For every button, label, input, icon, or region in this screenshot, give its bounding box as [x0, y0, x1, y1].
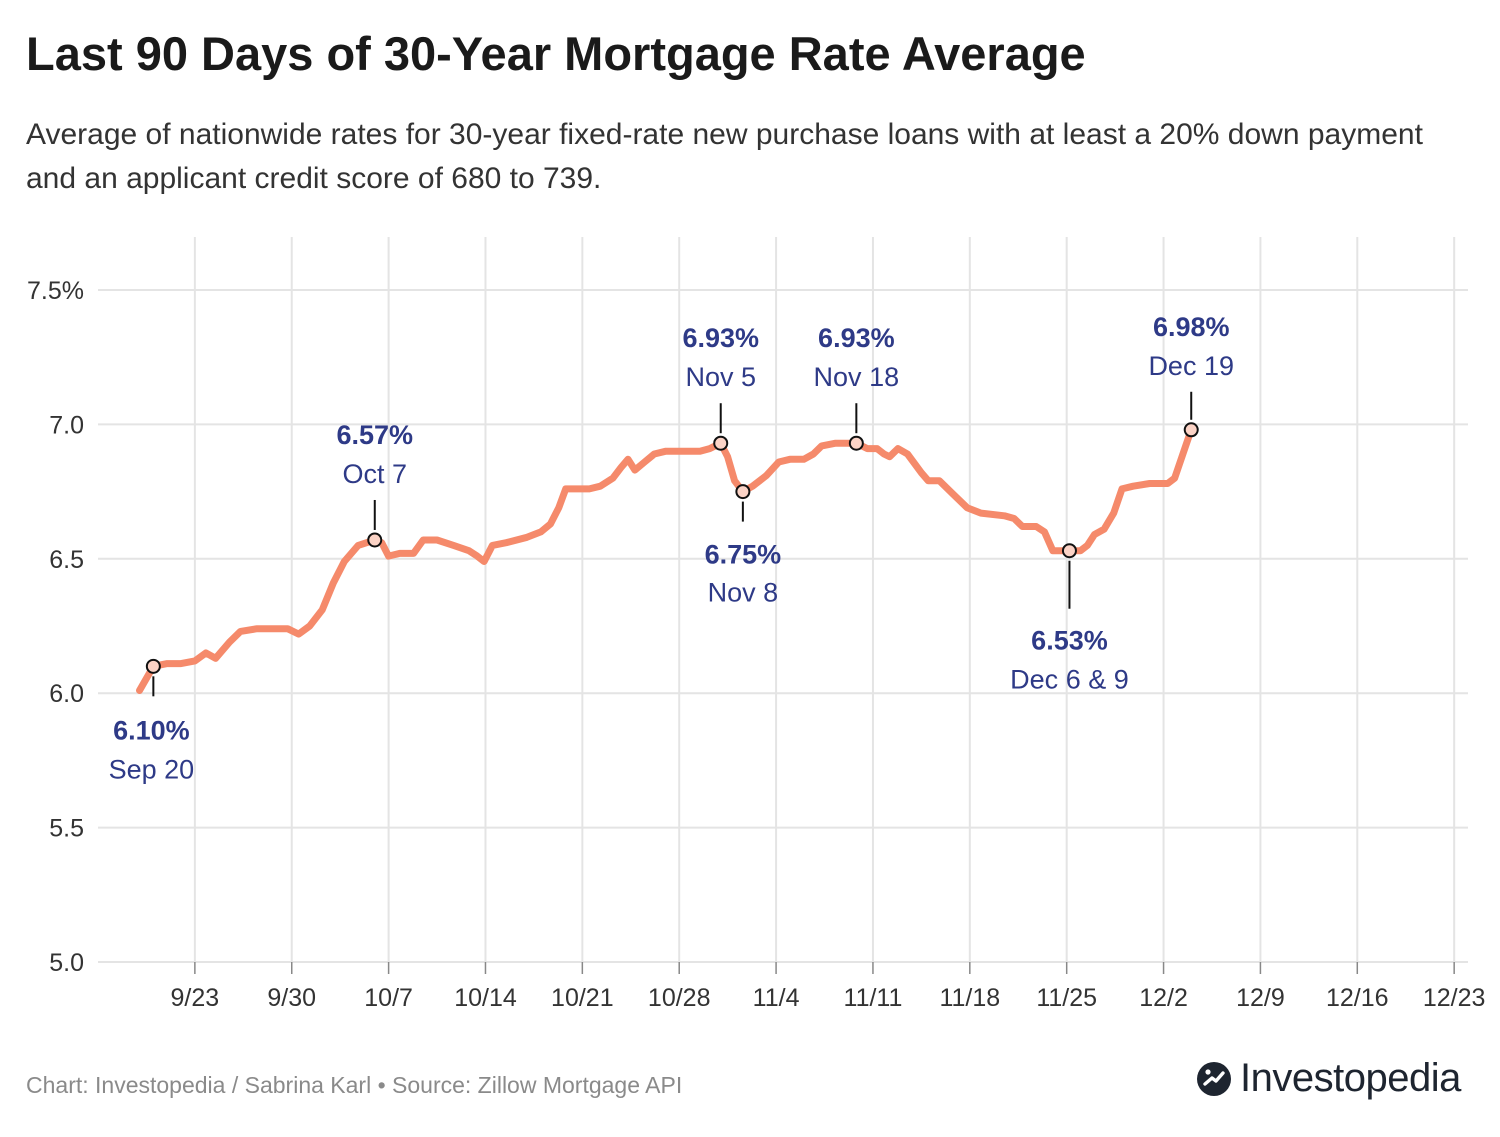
x-tick-label: 11/18: [939, 984, 1000, 1012]
annotation-marker: [1061, 543, 1077, 559]
annotation-rate-label: 6.75%: [705, 540, 782, 570]
annotation-marker: [848, 435, 864, 451]
annotation-rate-label: 6.53%: [1031, 626, 1108, 656]
x-tick-label: 12/2: [1139, 984, 1188, 1012]
annotation-date-label: Dec 6 & 9: [1010, 665, 1129, 695]
chart-axes: 7.5% 7.0 6.5 6.0 5.5 5.0 9/23 9/30 10/7 10/14 10/2…: [27, 277, 1485, 1012]
x-tick-label: 12/23: [1423, 984, 1486, 1012]
x-tick-label: 10/28: [648, 984, 711, 1012]
y-tick-label: 5.5: [49, 815, 84, 843]
annotation-date-label: Sep 20: [109, 754, 195, 784]
annotation-date-label: Oct 7: [343, 459, 408, 489]
annotation-rate-label: 6.10%: [113, 715, 190, 745]
annotation-date-label: Dec 19: [1148, 351, 1234, 381]
annotation-date-label: Nov 8: [708, 578, 779, 608]
x-tick-label: 12/16: [1326, 984, 1389, 1012]
x-tick-label: 10/21: [551, 984, 614, 1012]
x-tick-label: 11/25: [1036, 984, 1097, 1012]
x-tick-label: 10/14: [454, 984, 517, 1012]
series-line: [136, 426, 1195, 694]
y-tick-label: 6.5: [49, 546, 84, 574]
annotation-date-label: Nov 5: [685, 362, 756, 392]
chart-title: Last 90 Days of 30-Year Mortgage Rate Av…: [26, 27, 1086, 80]
annotation-rate-label: 6.93%: [682, 323, 759, 353]
annotation-rate-label: 6.93%: [818, 323, 895, 353]
chart-gridlines: [98, 237, 1468, 963]
chart-annotations: 6.10% Sep 20 6.57% Oct 7 6.93% Nov 5 6.75% Nov …: [109, 312, 1234, 785]
annotation-date-label: Nov 18: [814, 362, 900, 392]
logo-icon: [1197, 1061, 1231, 1096]
chart-series: [136, 426, 1195, 694]
annotation-marker: [713, 435, 729, 451]
x-tick-label: 9/23: [171, 984, 220, 1012]
annotation-marker: [367, 532, 383, 548]
annotation-marker: [145, 658, 161, 674]
x-tick-label: 10/7: [364, 984, 413, 1012]
x-tick-label: 9/30: [267, 984, 316, 1012]
annotation-marker: [1183, 422, 1199, 438]
y-tick-label: 7.0: [49, 411, 84, 439]
x-tick-label: 11/4: [753, 984, 800, 1012]
investopedia-logo: Investopedia: [1196, 1056, 1461, 1101]
x-tick-label: 12/9: [1236, 984, 1285, 1012]
annotation-rate-label: 6.98%: [1153, 312, 1230, 342]
source-credit: Chart: Investopedia / Sabrina Karl • Sou…: [26, 1072, 683, 1098]
annotation-marker: [735, 484, 751, 500]
y-tick-label: 7.5%: [27, 277, 84, 305]
x-tick-label: 11/11: [844, 984, 903, 1012]
chart-subtitle: Average of nationwide rates for 30-year …: [26, 118, 1423, 195]
brand-name: Investopedia: [1240, 1056, 1461, 1100]
annotation-rate-label: 6.57%: [336, 420, 413, 450]
y-tick-label: 6.0: [49, 680, 84, 708]
y-tick-label: 5.0: [49, 949, 84, 977]
